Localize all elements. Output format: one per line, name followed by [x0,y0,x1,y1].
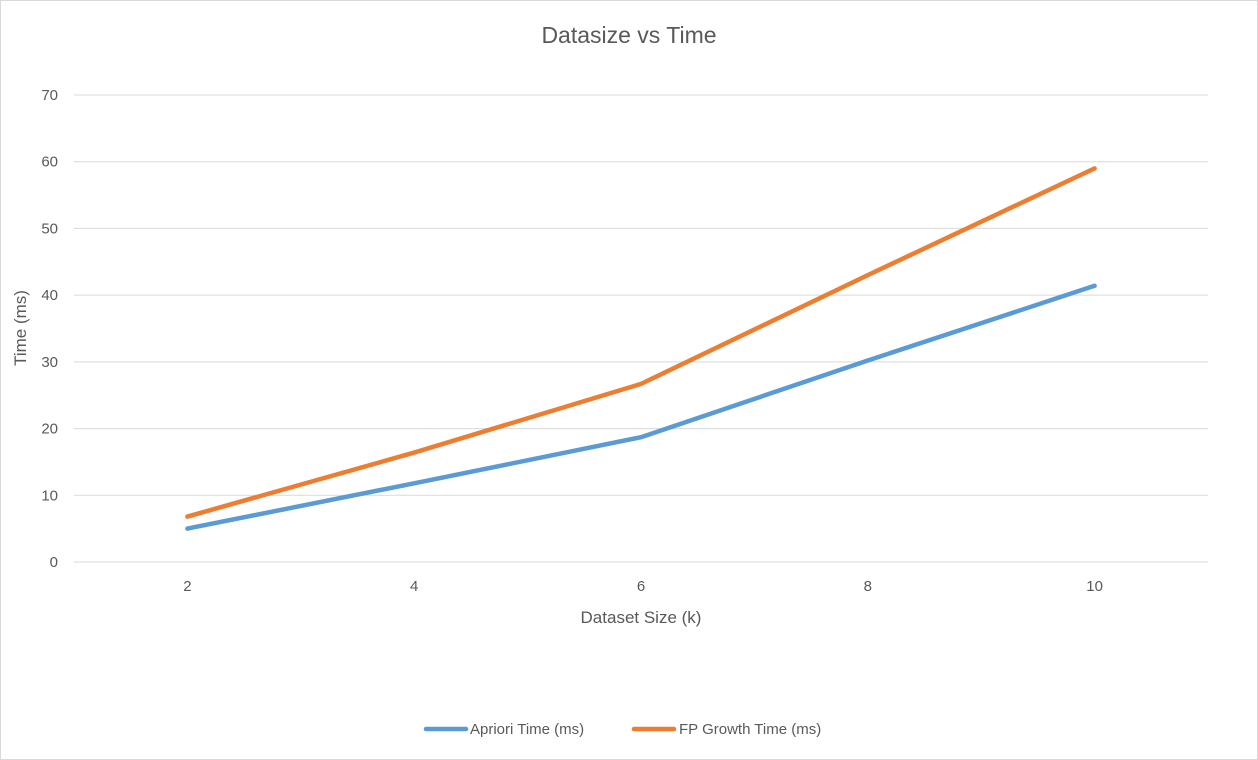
legend: Apriori Time (ms) FP Growth Time (ms) [423,721,821,738]
x-tick-label: 2 [183,578,191,595]
y-tick-label: 50 [41,220,58,237]
y-tick-label: 60 [41,154,58,171]
series-line-fp-growth [185,166,1097,519]
x-tick-label: 10 [1086,578,1103,595]
chart-title: Datasize vs Time [541,22,716,48]
x-axis-title: Dataset Size (k) [581,608,702,627]
y-tick-label: 10 [41,487,58,504]
gridlines [74,94,1208,563]
x-axis-ticks: 2 4 6 8 10 [183,578,1103,595]
y-axis-title: Time (ms) [11,290,30,366]
y-tick-label: 70 [41,87,58,104]
x-tick-label: 6 [637,578,645,595]
y-axis-ticks: 0 10 20 30 40 50 60 70 [41,87,58,571]
legend-label: Apriori Time (ms) [470,721,584,738]
y-tick-label: 20 [41,421,58,438]
series-line-apriori [185,283,1097,531]
y-tick-label: 0 [50,554,58,571]
y-tick-label: 40 [41,287,58,304]
legend-label: FP Growth Time (ms) [679,721,821,738]
y-tick-label: 30 [41,354,58,371]
x-tick-label: 4 [410,578,418,595]
series-lines [185,166,1097,531]
x-tick-label: 8 [864,578,872,595]
